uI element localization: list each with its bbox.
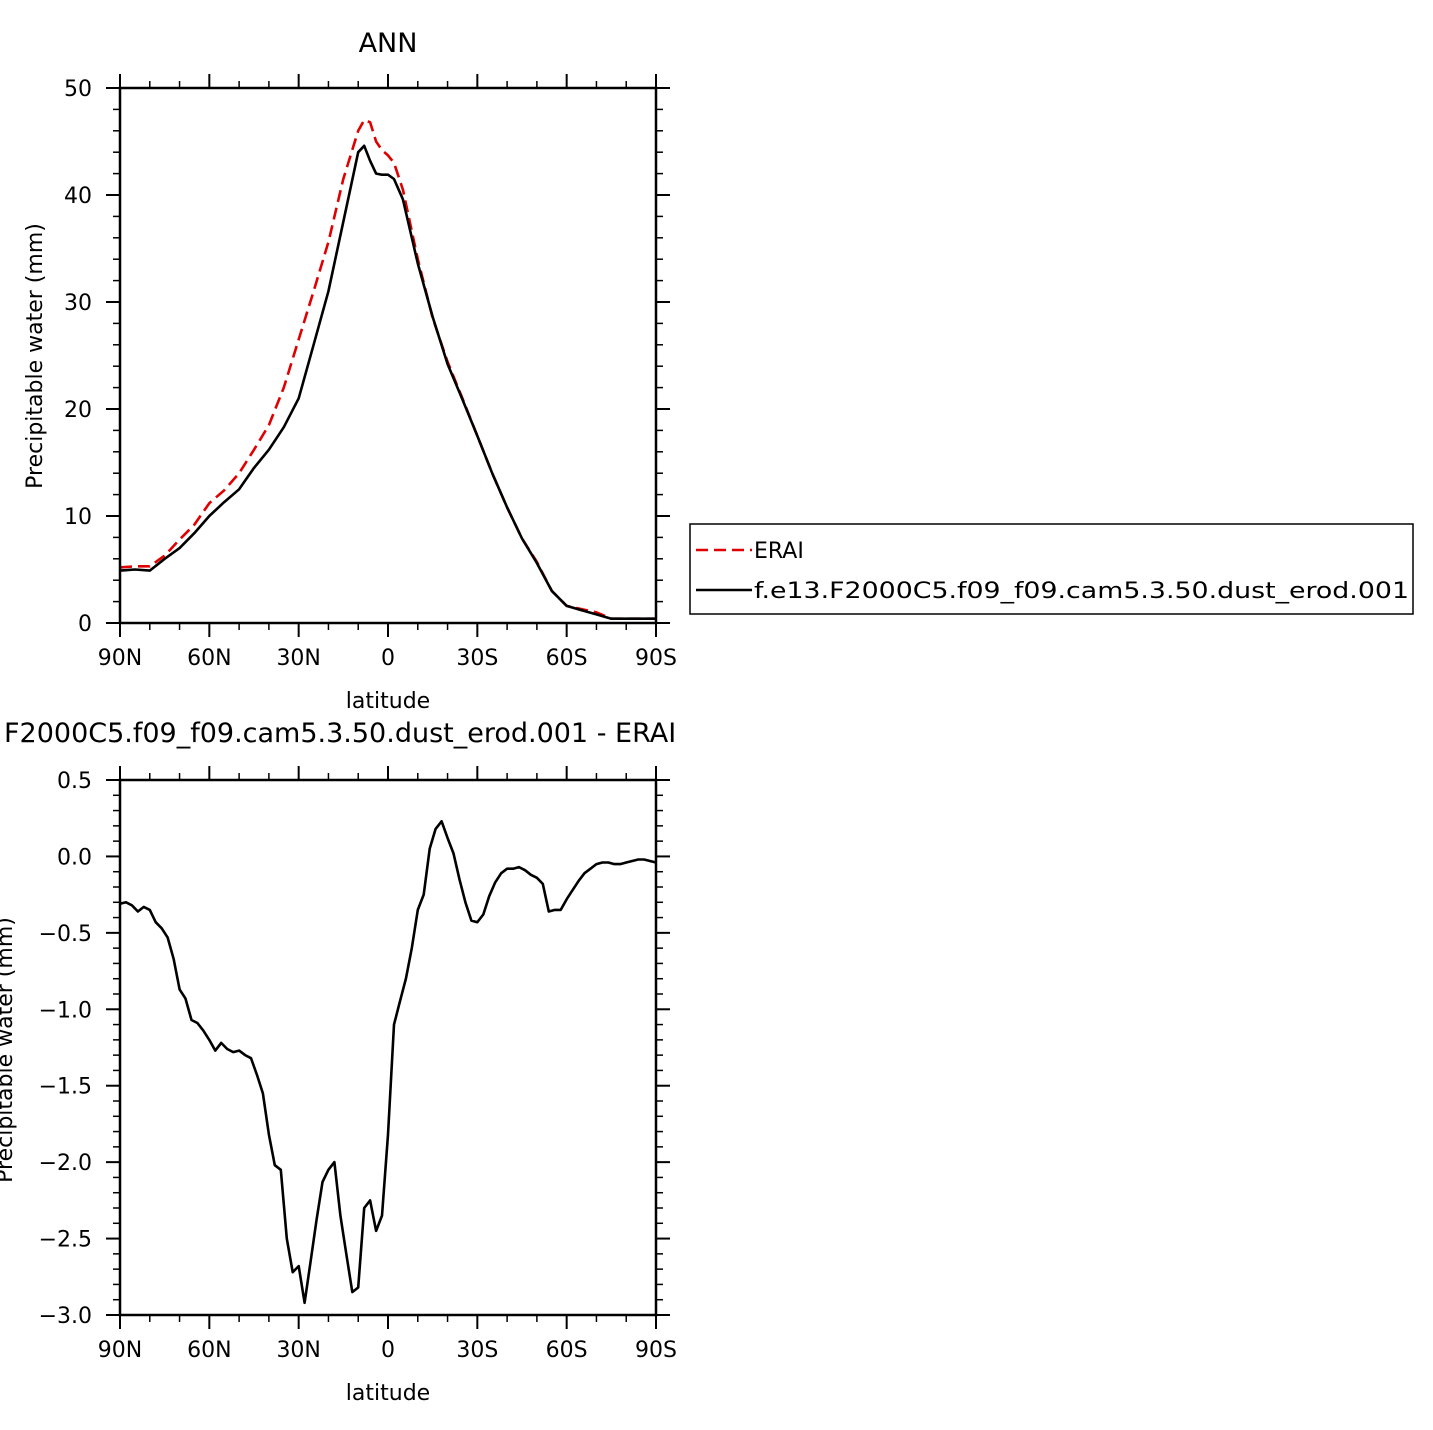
top-chart-series	[119, 118, 656, 621]
top-x-tick-label: 90N	[98, 646, 142, 671]
top-x-tick-label: 30S	[456, 646, 498, 671]
top-chart-frame	[118, 86, 658, 625]
bottom-chart-series	[119, 819, 657, 1305]
legend-box	[689, 523, 1414, 615]
top-x-tick-label: 0	[381, 646, 395, 671]
bottom-chart-ylabel: Precipitable water (mm)	[0, 917, 18, 1183]
bottom-x-tick-label: 60N	[187, 1338, 231, 1363]
top-x-tick-label: 90S	[635, 646, 677, 671]
bottom-y-tick-label: −1.5	[39, 1075, 92, 1100]
bottom-x-tick-label: 30N	[276, 1338, 320, 1363]
bottom-x-tick-label: 30S	[456, 1338, 498, 1363]
top-chart-xlabel: latitude	[346, 689, 430, 714]
top-chart-ticks: 90N 60N 30N 0 30S 60S 90S 0 10 20 30 40 50	[64, 74, 677, 671]
bottom-chart-frame	[118, 778, 658, 1317]
bottom-y-tick-label: −1.0	[39, 998, 92, 1023]
top-x-tick-label: 30N	[276, 646, 320, 671]
top-y-tick-label: 10	[64, 505, 92, 530]
top-x-tick-label: 60N	[187, 646, 231, 671]
bottom-y-tick-label: −2.5	[39, 1228, 92, 1253]
bottom-x-tick-label: 0	[381, 1338, 395, 1363]
bottom-series-line-0	[119, 819, 657, 1305]
bottom-chart-panel: F2000C5.f09_f09.cam5.3.50.dust_erod.001 …	[0, 718, 677, 1406]
top-chart-title: ANN	[359, 28, 418, 59]
top-x-tick-label: 60S	[546, 646, 588, 671]
bottom-x-tick-label: 90N	[98, 1338, 142, 1363]
bottom-y-tick-label: −0.5	[39, 922, 92, 947]
top-y-tick-label: 0	[78, 612, 92, 637]
legend-label-model: f.e13.F2000C5.f09_f09.cam5.3.50.dust_ero…	[754, 579, 1409, 604]
bottom-y-tick-label: 0.5	[57, 769, 92, 794]
top-series-line-1	[119, 144, 656, 621]
bottom-chart-ticks: 90N 60N 30N 0 30S 60S 90S 0.5 0.0 −0.5 −1.0 −1.5 −2.…	[39, 766, 677, 1363]
top-y-tick-label: 40	[64, 184, 92, 209]
bottom-chart-xlabel: latitude	[346, 1381, 430, 1406]
legend-label-erai: ERAI	[754, 539, 804, 564]
top-chart-ylabel: Precipitable water (mm)	[23, 223, 48, 489]
top-y-tick-label: 30	[64, 291, 92, 316]
bottom-ylabel-clip: Precipitable water (mm)	[0, 917, 18, 1183]
bottom-y-tick-label: −2.0	[39, 1151, 92, 1176]
bottom-y-tick-label: 0.0	[57, 845, 92, 870]
bottom-y-tick-label: −3.0	[39, 1304, 92, 1329]
top-y-tick-label: 50	[64, 77, 92, 102]
bottom-x-tick-label: 60S	[546, 1338, 588, 1363]
bottom-x-tick-label: 90S	[635, 1338, 677, 1363]
top-y-tick-label: 20	[64, 398, 92, 423]
legend: ERAI f.e13.F2000C5.f09_f09.cam5.3.50.dus…	[689, 523, 1414, 615]
bottom-chart-title: F2000C5.f09_f09.cam5.3.50.dust_erod.001 …	[4, 718, 676, 749]
top-series-line-0	[119, 118, 656, 621]
top-chart-panel: ANN Precipitable water (mm) latitude 90N…	[23, 28, 677, 714]
